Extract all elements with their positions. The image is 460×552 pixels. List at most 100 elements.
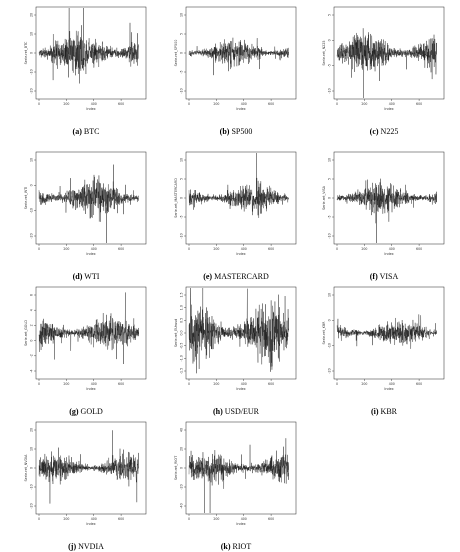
x-tick-label: 400 — [241, 517, 247, 521]
panel-letter: (h) — [212, 407, 223, 416]
y-tick-label: 0 — [328, 39, 332, 41]
y-tick-label: -10 — [30, 208, 34, 213]
x-tick-label: 0 — [188, 517, 190, 521]
x-tick-label: 600 — [118, 517, 124, 521]
panel-g: 6 4 2 0 -2 -4 0 200 400 600 Index Serie.ret_GOLD (g)… — [22, 285, 150, 417]
y-tick-label: 10 — [30, 447, 34, 451]
y-tick-label: -10 — [180, 88, 184, 93]
x-tick-label: 200 — [63, 102, 69, 106]
y-tick-label: -5 — [180, 215, 184, 218]
x-axis-label: Index — [384, 107, 393, 111]
x-tick-label: 200 — [361, 382, 367, 386]
panel-name: RIOT — [230, 542, 252, 551]
panel-e-chart: 10 5 0 -5 -10 0 200 400 600 Index Serie.ret_MASTER… — [174, 151, 297, 256]
y-axis-label: Serie.ret_SP500 — [174, 40, 178, 67]
y-tick-label: 5 — [180, 33, 184, 35]
plot-frame — [35, 286, 147, 380]
x-tick-label: 400 — [91, 382, 97, 386]
plot-frame — [35, 151, 147, 245]
x-axis-label: Index — [236, 107, 245, 111]
panel-letter: (b) — [219, 127, 230, 136]
x-axis-label: Index — [236, 522, 245, 526]
y-axis-label: Serie.ret_KBR — [322, 321, 326, 345]
y-tick-label: -1.0 — [180, 355, 184, 361]
panel-j: 20 10 0 -10 -20 0 200 400 600 Index Serie.ret_NVDI… — [22, 420, 150, 552]
panel-caption: (a) BTC — [22, 127, 150, 136]
panel-name: GOLD — [78, 407, 103, 416]
panel-letter: (i) — [370, 407, 379, 416]
x-tick-label: 600 — [268, 517, 274, 521]
y-tick-label: -10 — [180, 233, 184, 238]
series-line — [336, 314, 437, 349]
panel-b-chart: 10 5 0 -5 -10 0 200 400 600 Index Serie.ret_SP500 — [174, 6, 297, 111]
y-tick-label: -10 — [328, 233, 332, 238]
x-tick-label: 400 — [389, 247, 395, 251]
panel-b: 10 5 0 -5 -10 0 200 400 600 Index Serie.ret_SP500 (… — [172, 5, 300, 137]
x-tick-label: 0 — [38, 247, 40, 251]
x-tick-label: 0 — [336, 102, 338, 106]
x-tick-label: 400 — [389, 102, 395, 106]
y-tick-label: -20 — [180, 484, 184, 489]
x-tick-label: 0 — [188, 247, 190, 251]
panel-i: 10 0 -10 -20 0 200 400 600 Index Serie.ret_KBR (i)… — [320, 285, 448, 417]
panel-caption: (c) N225 — [320, 127, 448, 136]
y-tick-label: -5 — [180, 70, 184, 73]
y-tick-label: 4 — [30, 309, 34, 311]
panel-letter: (a) — [72, 127, 82, 136]
panel-caption: (h) USD/EUR — [172, 407, 300, 416]
y-tick-label: -2 — [30, 354, 34, 357]
panel-name: MASTERCARD — [212, 272, 269, 281]
series-line — [188, 37, 289, 76]
panel-f-chart: 10 5 0 -5 -10 0 200 400 600 Index Serie.ret_VISA — [322, 151, 445, 256]
x-tick-label: 0 — [188, 102, 190, 106]
y-axis-label: Serie.ret_BTC — [24, 41, 28, 64]
x-axis-label: Index — [384, 252, 393, 256]
y-tick-label: 0 — [30, 467, 34, 469]
y-tick-label: -1.5 — [180, 368, 184, 374]
y-tick-label: 1.5 — [180, 292, 184, 297]
panel-d: 10 0 -10 -20 0 200 400 600 Index Serie.ret_WTI (d)… — [22, 150, 150, 282]
panel-caption: (b) SP500 — [172, 127, 300, 136]
x-tick-label: 600 — [268, 247, 274, 251]
x-tick-label: 600 — [416, 382, 422, 386]
x-axis-label: Index — [86, 387, 95, 391]
y-tick-label: 0.5 — [180, 318, 184, 323]
x-tick-label: 600 — [268, 382, 274, 386]
x-tick-label: 200 — [63, 247, 69, 251]
y-axis-label: Serie.ret_RIOT — [174, 455, 178, 480]
panel-caption: (g) GOLD — [22, 407, 150, 416]
panel-letter: (j) — [68, 542, 77, 551]
y-axis-label: Serie.ret_EUrusd — [174, 319, 178, 347]
panel-caption: (e) MASTERCARD — [172, 272, 300, 281]
series-line — [38, 430, 139, 504]
y-tick-label: 20 — [180, 447, 184, 451]
y-tick-label: -40 — [180, 503, 184, 508]
series-line — [38, 7, 139, 84]
y-tick-label: 0 — [328, 197, 332, 199]
x-tick-label: 0 — [38, 382, 40, 386]
panel-name: USD/EUR — [222, 407, 259, 416]
y-axis-label: Serie.ret_NVDIA — [24, 454, 28, 482]
y-tick-label: -10 — [328, 343, 332, 348]
panel-i-chart: 10 0 -10 -20 0 200 400 600 Index Serie.ret_KBR — [322, 286, 445, 391]
y-tick-label: -4 — [30, 369, 34, 372]
y-tick-label: 10 — [328, 293, 332, 297]
panel-name: BTC — [81, 127, 100, 136]
panel-name: SP500 — [229, 127, 253, 136]
y-tick-label: -10 — [328, 88, 332, 93]
panel-f: 10 5 0 -5 -10 0 200 400 600 Index Serie.ret_VISA (f… — [320, 150, 448, 282]
panel-caption: (d) WTI — [22, 272, 150, 281]
panel-j-chart: 20 10 0 -10 -20 0 200 400 600 Index Serie.ret_NVDI… — [24, 421, 147, 526]
x-tick-label: 0 — [38, 102, 40, 106]
y-tick-label: 20 — [30, 428, 34, 432]
x-axis-label: Index — [86, 522, 95, 526]
y-tick-label: -10 — [30, 69, 34, 74]
x-tick-label: 200 — [361, 247, 367, 251]
panel-letter: (g) — [69, 407, 79, 416]
panel-c: 5 0 -5 -10 0 200 400 600 Index Serie.ret_N225 (c) … — [320, 5, 448, 137]
y-tick-label: 20 — [30, 13, 34, 17]
y-tick-label: 10 — [30, 158, 34, 162]
y-axis-label: Serie.ret_VISA — [322, 185, 326, 210]
panel-name: WTI — [82, 272, 100, 281]
